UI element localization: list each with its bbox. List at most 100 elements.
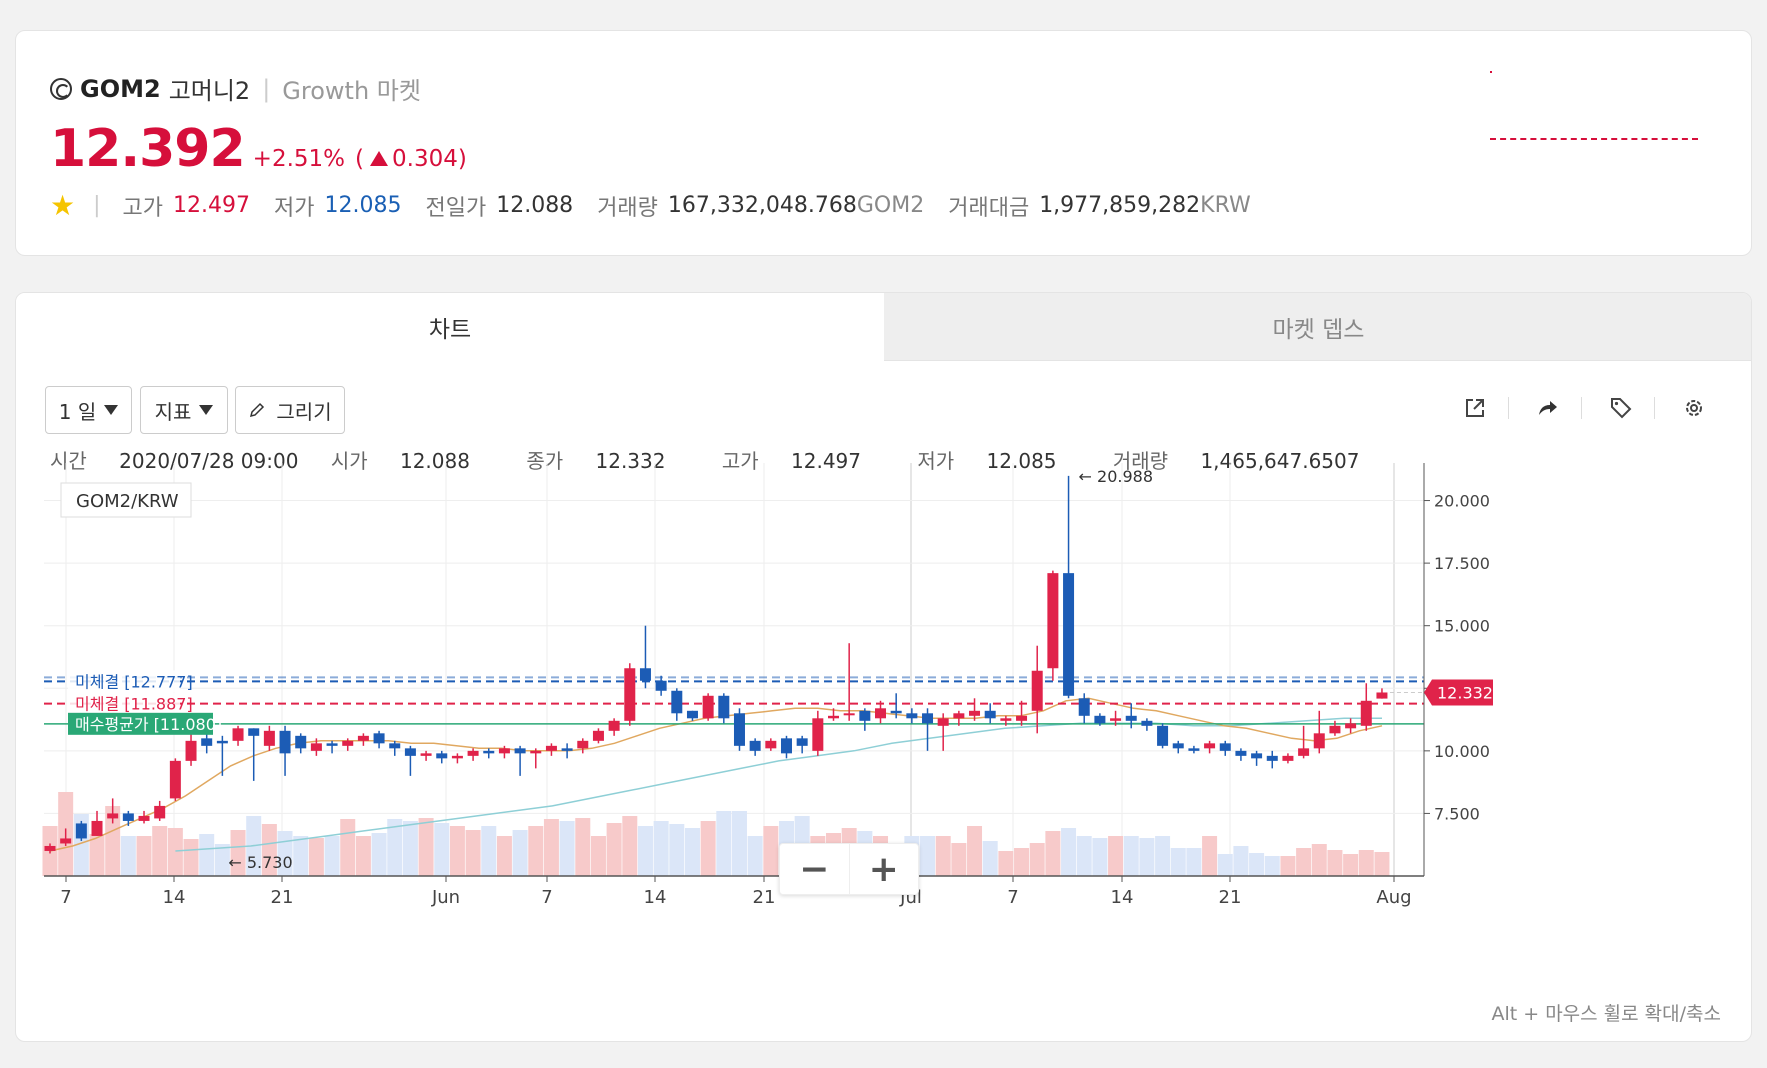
interval-dropdown[interactable]: 1 일 [45,386,132,434]
volume-bar [1045,831,1061,876]
volume-bar [1108,836,1124,876]
candle-body [561,748,573,751]
volume-bar [747,836,763,876]
volume-bar [293,836,309,876]
y-tick-label: 17.500 [1434,554,1490,573]
candle-body [1235,750,1247,756]
candle-body [1047,573,1059,669]
low-annotation: ← 5.730 [228,853,292,872]
draw-label: 그리기 [276,399,332,424]
popout-icon[interactable] [1458,391,1492,425]
candle-body [357,735,369,741]
volume-bar [967,826,983,876]
candle-body [1141,720,1153,726]
candle-body [671,690,683,714]
close-value: 12.332 [595,449,666,473]
x-tick-label: 21 [271,887,294,908]
stat-label: 전일가 [425,195,487,221]
candle-body [780,738,792,754]
candle-body [1188,748,1200,751]
order-line-label: 매수평균가 [11.080] [68,712,222,735]
tab-market-depth[interactable]: 마켓 뎁스 [884,293,1751,361]
candle-body [1016,715,1028,721]
pair-label-box [60,482,192,518]
zoom-controls: − + [779,843,919,895]
volume-bar [1014,848,1030,876]
candle-body [310,743,322,751]
share-icon[interactable] [1531,391,1565,425]
volume-bar [1186,848,1202,876]
volume-value: 1,465,647.6507 [1200,449,1360,473]
favorite-star-icon[interactable]: ★ [50,189,76,222]
volume-bar [1233,846,1249,876]
volume-bar [763,826,779,876]
volume-bar [512,830,528,876]
up-triangle-icon [370,151,388,166]
x-tick-label: 7 [1007,887,1018,908]
candle-body [686,710,698,719]
candle-body [1360,700,1372,726]
candle-body [342,740,354,746]
volume-bar [167,828,183,876]
candle-body [467,750,479,756]
x-tick-label: 14 [644,887,667,908]
volume-bar [951,843,967,876]
volume-bar [637,826,653,876]
change-percent: +2.51% [252,146,346,172]
price-chart[interactable]: 미체결 [12.777] 미체결 [11.887]매수평균가 [11.080] GO… [16,463,1752,1003]
moving-average-short-line [49,697,1383,852]
candle-body [1094,715,1106,724]
ticker-title: GOM2 고머니2 | Growth 마켓 [50,71,421,106]
candle-body [1219,743,1231,751]
volume-bar [998,851,1014,876]
zoom-in-button[interactable]: + [848,844,919,894]
last-price-tag-bg [1424,679,1493,706]
volume-bar [653,821,669,876]
draw-button[interactable]: 그리기 [235,386,345,434]
zoom-out-button[interactable]: − [799,848,830,890]
y-tick-label: 10.000 [1434,742,1490,761]
candle-body [201,738,213,746]
volume-bar [214,844,230,876]
stat-label: 거래량 [597,195,658,221]
volume-bar [528,826,544,876]
volume-bar [935,836,951,876]
candle-body [1125,715,1137,721]
tool-divider [1654,397,1655,419]
tab-chart[interactable]: 차트 [16,293,884,361]
candle-body [107,813,119,819]
indicator-dropdown[interactable]: 지표 [140,386,228,434]
candle-body [969,710,981,716]
change-paren: ( [355,146,364,172]
ticker-name: 고머니2 [168,77,251,105]
candle-body [702,695,714,719]
candle-body [326,743,338,746]
volume-bar [465,830,481,876]
volume-bar [496,836,512,876]
stat-label: 저가 [274,195,315,221]
settings-gear-icon[interactable] [1677,391,1711,425]
ticker-summary: GOM2 고머니2 | Growth 마켓 12.392 +2.51% ( 0.… [15,30,1752,256]
candle-body [765,740,777,749]
close-label: 종가 [526,449,564,473]
candle-body [639,668,651,681]
candle-body [1157,725,1169,746]
order-label-text: 미체결 [12.777] [75,672,193,691]
candle-body [75,823,87,839]
ohlc-readout: 시간 2020/07/28 09:00 시가 12.088 종가 12.332 … [50,445,1385,474]
tag-icon[interactable] [1604,391,1638,425]
y-tick-label: 7.500 [1434,804,1480,823]
volume-bar [1076,836,1092,876]
candle-body [937,718,949,726]
moving-average-long-line [175,717,1382,852]
candle-body [1078,698,1090,716]
volume-bar [1092,838,1108,876]
order-label-bg [68,692,180,715]
candle-body [389,743,401,749]
x-tick-label: 21 [1219,887,1242,908]
volume-bar [449,826,465,876]
candle-body [185,740,197,761]
zoom-hint: Alt + 마우스 휠로 확대/축소 [1491,1003,1721,1025]
pencil-icon [250,402,265,418]
volume-bar [700,821,716,876]
